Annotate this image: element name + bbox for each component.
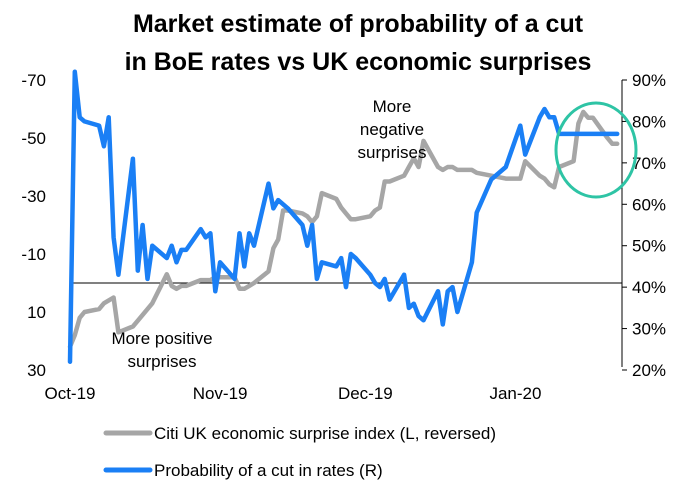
annotation-positive-line-2: surprises [128,352,197,371]
left-tick-label: -10 [21,245,46,264]
right-tick-label: 90% [632,71,666,90]
highlight-ellipse [554,101,638,199]
right-tick-label: 30% [632,320,666,339]
x-tick-label: Nov-19 [193,384,248,403]
legend: Citi UK economic surprise index (L, reve… [103,424,496,480]
annotation-negative-line-1: More [373,97,412,116]
right-tick-label: 80% [632,112,666,131]
right-tick-label: 40% [632,278,666,297]
chart-title-line-2: in BoE rates vs UK economic surprises [125,48,592,76]
right-tick-label: 50% [632,237,666,256]
annotation-negative-line-3: surprises [358,143,427,162]
right-tick-label: 60% [632,195,666,214]
left-tick-label: -70 [21,71,46,90]
cut-probability-line [67,69,620,364]
series-layer [67,69,620,364]
annotation-negative-line-2: negative [360,120,424,139]
right-tick-label: 20% [632,361,666,380]
right-tick-label: 70% [632,154,666,173]
left-axis-ticks: -70 -50 -30 -10 10 30 [21,71,46,380]
right-axis-ticks: 90% 80% 70% 60% 50% 40% 30% 20% [622,71,666,380]
x-tick-label: Dec-19 [338,384,393,403]
left-tick-label: -30 [21,187,46,206]
surprise-index-line [67,109,620,350]
legend-label-probability: Probability of a cut in rates (R) [154,461,383,480]
x-tick-label: Oct-19 [44,384,95,403]
x-tick-label: Jan-20 [489,384,541,403]
left-tick-label: 10 [27,303,46,322]
annotation-positive-line-1: More positive [111,329,212,348]
legend-label-surprise: Citi UK economic surprise index (L, reve… [154,424,496,443]
x-axis-ticks: Oct-19 Nov-19 Dec-19 Jan-20 [44,384,541,403]
left-tick-label: -50 [21,129,46,148]
left-tick-label: 30 [27,361,46,380]
chart-title-line-1: Market estimate of probability of a cut [133,10,584,38]
